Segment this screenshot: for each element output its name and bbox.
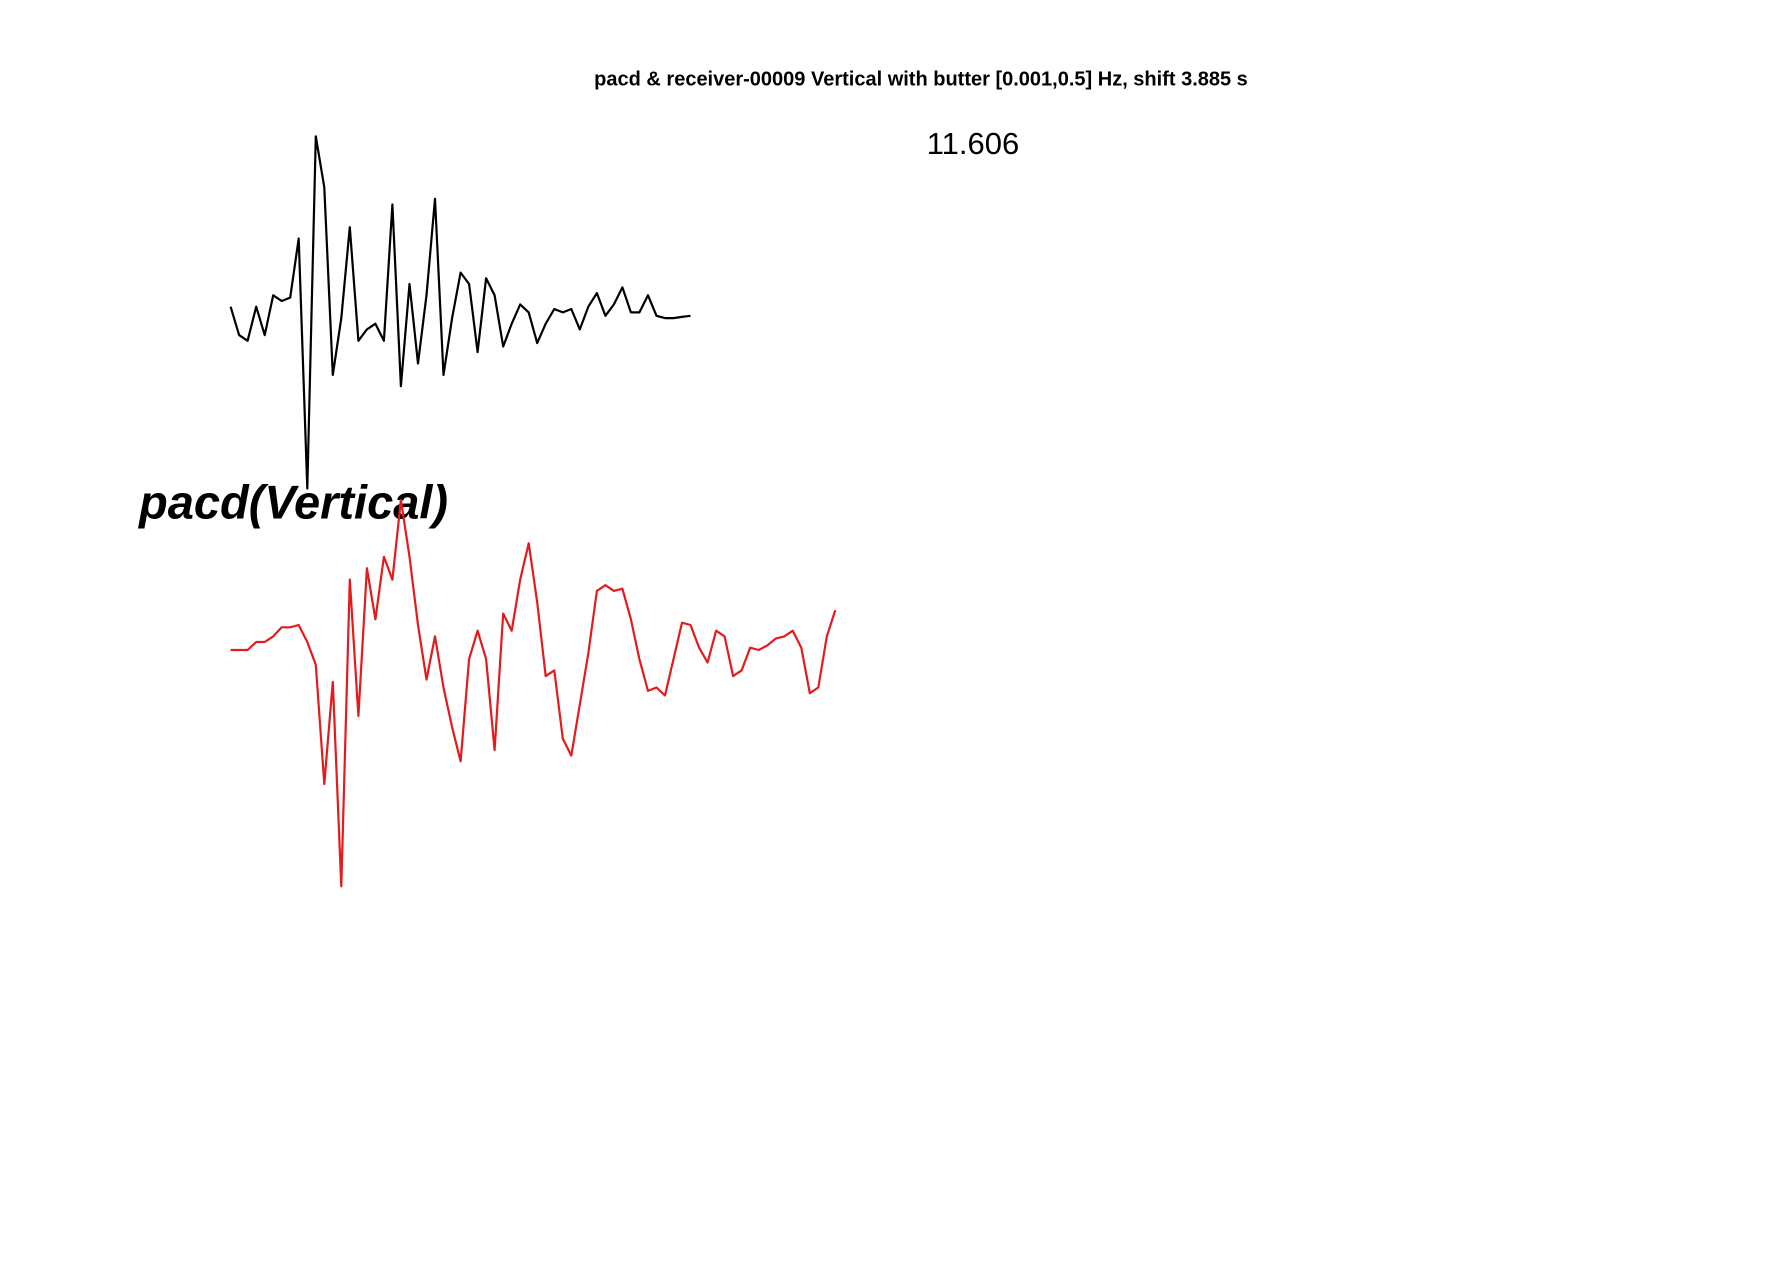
chart-title: pacd & receiver-00009 Vertical with butt…	[594, 68, 1248, 90]
trace-line	[229, 135, 691, 490]
trace-line	[230, 498, 837, 888]
annotation: 11.606	[927, 126, 1020, 161]
trace-label: pacd(Vertical)	[137, 475, 448, 528]
